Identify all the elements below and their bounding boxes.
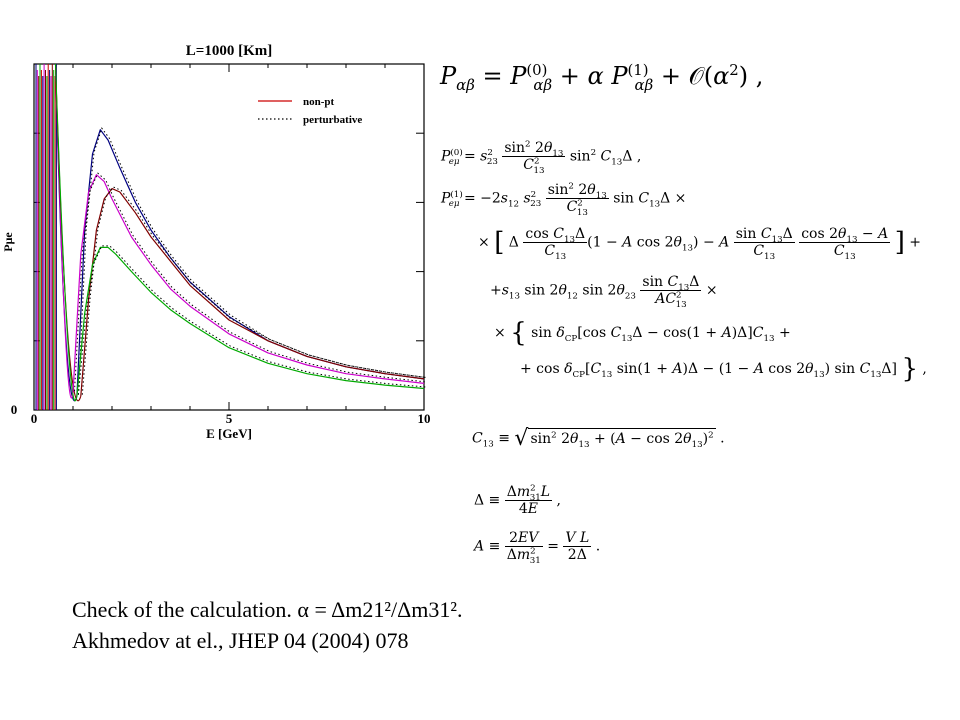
legend-label-perturbative: perturbative	[303, 114, 362, 126]
series-perturbative-2	[74, 172, 426, 392]
series-layer	[72, 127, 426, 397]
caption-line-2: Akhmedov at el., JHEP 04 (2004) 078	[72, 628, 409, 653]
caption: Check of the calculation. α = Δm21²/Δm31…	[72, 594, 462, 656]
series-dip-4	[54, 63, 78, 402]
p1-equation-line-1: P(1)eμ = −2s12 s223 sin2 2θ13 C213 sin C1…	[441, 181, 687, 218]
x-axis-label: E [GeV]	[206, 426, 252, 441]
p1-equation-line-4: × { sin δCP[cos C13Δ − cos(1 + A)Δ]C13 +	[494, 318, 791, 348]
series-dip-2	[54, 63, 74, 399]
series-line-4	[76, 246, 425, 397]
series-line-2	[72, 174, 425, 393]
y-axis-label: Pμe	[1, 232, 15, 252]
series-line-3	[80, 188, 425, 397]
chart-title: L=1000 [Km]	[186, 43, 272, 59]
p0-equation: P(0)eμ = s223 sin2 2θ13 C213 sin2 C13Δ ,	[441, 139, 642, 176]
x-tick-5: 5	[226, 411, 233, 426]
legend: non-pt perturbative	[258, 96, 362, 126]
probability-chart: L=1000 [Km] 0 5 10 0 E [GeV] Pμe non-pt …	[1, 43, 431, 441]
series-perturbative-3	[81, 186, 426, 395]
plot-frame	[33, 63, 425, 411]
y-tick-0: 0	[11, 402, 18, 417]
series-perturbative-4	[77, 245, 426, 395]
legend-label-non-pt: non-pt	[303, 96, 335, 108]
caption-line-1: Check of the calculation. α = Δm21²/Δm31…	[72, 597, 463, 622]
oscillation-band	[35, 63, 82, 410]
a-definition: A ≡ 2EV Δm231 = V L 2Δ .	[474, 530, 601, 566]
x-tick-10: 10	[418, 411, 431, 426]
p1-equation-line-5: + cos δCP[C13 sin(1 + A)Δ − (1 − A cos 2…	[520, 354, 927, 384]
x-tick-0: 0	[31, 411, 38, 426]
axis-ticks	[33, 64, 425, 410]
c13-definition: C13 ≡ √ sin2 2θ13 + (A − cos 2θ13)2 .	[472, 426, 725, 451]
expansion-equation: Pαβ = P(0)αβ + α P(1)αβ + 𝒪(α2) ,	[440, 61, 764, 94]
delta-definition: Δ ≡ Δm231L 4E ,	[474, 483, 561, 517]
p1-equation-line-2: × [ Δ cos C13Δ C13 (1 − A cos 2θ13) − A si…	[478, 226, 922, 262]
p1-equation-line-3: +s13 sin 2θ12 sin 2θ23 sin C13Δ AC213 ×	[490, 274, 718, 310]
